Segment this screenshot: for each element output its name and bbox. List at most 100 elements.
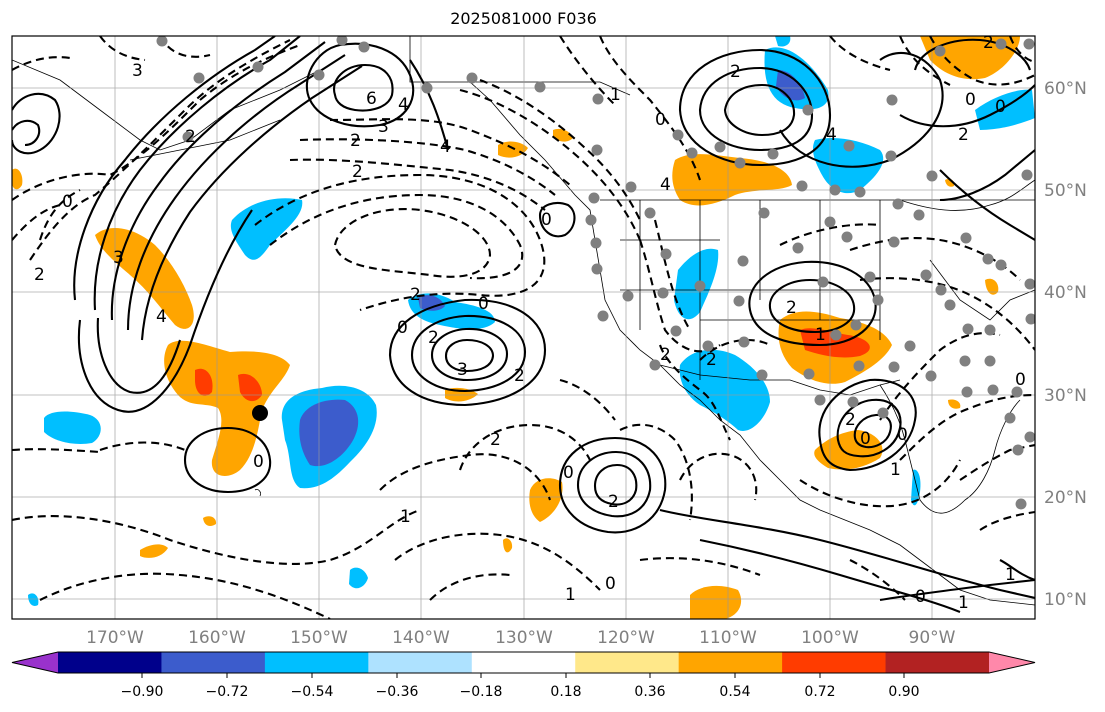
positive-contours (12, 36, 1035, 613)
map-title: 2025081000 F036 (450, 9, 597, 28)
lat-label: 10°N (1044, 590, 1087, 610)
contour-label: 2 (34, 265, 45, 285)
contour-label: 4 (826, 125, 837, 145)
contour-label: 3 (132, 61, 143, 81)
contour-label: 2 (660, 345, 671, 365)
contour-label: 2 (514, 366, 525, 386)
contour-label: 0 (965, 90, 976, 110)
contour-label: 2 (410, 285, 421, 305)
lon-label: 140°W (392, 628, 450, 648)
map-background (12, 36, 1035, 619)
colorbar-label: 0.18 (550, 684, 581, 700)
colorbar-labels: −0.90 −0.72 −0.54 −0.36 −0.18 0.18 0.36 … (121, 684, 920, 700)
contour-label: 1 (400, 507, 411, 527)
contour-labels: 3 6 4 3 2 4 2 0 2 2 3 2 0 2 0 2 0 4 4 2 … (34, 33, 1026, 613)
colorbar-label: −0.90 (121, 684, 164, 700)
coastlines (12, 36, 1035, 606)
contour-label: 2 (350, 131, 361, 151)
colorbar-label: 0.54 (719, 684, 750, 700)
negative-contours (12, 36, 1035, 619)
colorbar-segment (782, 652, 887, 673)
contour-label: 0 (397, 318, 408, 338)
contour-label: 2 (428, 328, 439, 348)
contour-label: 2 (983, 33, 994, 53)
contour-label: 0 (860, 429, 871, 449)
contour-label: 2 (608, 492, 619, 512)
contour-label: 0 (1015, 370, 1026, 390)
contour-label: 1 (610, 85, 621, 105)
contour-label: 4 (156, 307, 167, 327)
contour-label: 3 (113, 248, 124, 268)
contour-label: 2 (730, 62, 741, 82)
contour-label: 0 (563, 463, 574, 483)
colorbar-label: 0.90 (888, 684, 919, 700)
contour-label: 0 (605, 574, 616, 594)
contour-label: 2 (706, 350, 717, 370)
contour-label: 2 (490, 430, 501, 450)
colorbar-label: −0.18 (460, 684, 503, 700)
colorbar-segment (885, 652, 990, 673)
contour-label: 0 (253, 452, 264, 472)
lon-label: 130°W (495, 628, 553, 648)
map-frame (11, 35, 1036, 620)
station-markers (156, 36, 1035, 510)
contour-label: 2 (845, 410, 856, 430)
lat-label: 50°N (1044, 181, 1087, 201)
highlight-marker (252, 405, 268, 421)
latitude-labels: 60°N 50°N 40°N 30°N 20°N 10°N (1044, 79, 1087, 610)
negative-anomaly-shading (28, 36, 1035, 606)
colorbar-segment (575, 652, 680, 673)
contour-label: 2 (786, 298, 797, 318)
contour-label: 1 (1005, 565, 1016, 585)
colorbar-label: 0.72 (804, 684, 835, 700)
lon-label: 160°W (188, 628, 246, 648)
lat-label: 60°N (1044, 79, 1087, 99)
colorbar-segment (264, 652, 369, 673)
contour-label: 2 (352, 162, 363, 182)
colorbar-label: −0.72 (206, 684, 249, 700)
contour-label: 4 (660, 175, 671, 195)
colorbar-ticks (141, 673, 905, 678)
contour-label: 2 (958, 125, 969, 145)
longitude-labels: 170°W 160°W 150°W 140°W 130°W 120°W 110°… (86, 628, 956, 648)
contour-label: 4 (398, 95, 409, 115)
lon-label: 170°W (86, 628, 144, 648)
colorbar: −0.90 −0.72 −0.54 −0.36 −0.18 0.18 0.36 … (11, 651, 1036, 700)
lat-label: 20°N (1044, 488, 1087, 508)
contour-label: 1 (890, 460, 901, 480)
colorbar-label: −0.54 (291, 684, 334, 700)
contour-label: 0 (915, 587, 926, 607)
colorbar-extend-low (12, 652, 58, 673)
colorbar-extend-high (989, 652, 1035, 673)
colorbar-label: 0.36 (634, 684, 665, 700)
colorbar-segment (368, 652, 473, 673)
contour-label: 0 (541, 210, 552, 230)
contour-label: 6 (366, 89, 377, 109)
contour-label: 4 (440, 137, 451, 157)
contour-label: 2 (185, 127, 196, 147)
contour-label: 3 (457, 360, 468, 380)
colorbar-segment (471, 652, 576, 673)
contour-label: 1 (815, 325, 826, 345)
contour-label: 3 (378, 117, 389, 137)
contour-label: 1 (958, 593, 969, 613)
lat-label: 30°N (1044, 386, 1087, 406)
contour-label: 0 (897, 425, 908, 445)
colorbar-segments (11, 651, 1036, 674)
colorbar-segment (58, 652, 162, 673)
colorbar-segment (161, 652, 266, 673)
contour-label: 1 (565, 585, 576, 605)
lat-label: 40°N (1044, 283, 1087, 303)
contour-label: 0 (655, 110, 666, 130)
positive-anomaly-shading (12, 36, 1020, 619)
colorbar-outline (11, 651, 1036, 674)
colorbar-segment (678, 652, 783, 673)
contour-label: 0 (62, 192, 73, 212)
lon-label: 90°W (909, 628, 956, 648)
colorbar-label: −0.36 (376, 684, 419, 700)
lon-label: 150°W (290, 628, 348, 648)
lon-label: 110°W (699, 628, 757, 648)
contour-label: 0 (995, 97, 1006, 117)
contour-label: 0 (478, 294, 489, 314)
